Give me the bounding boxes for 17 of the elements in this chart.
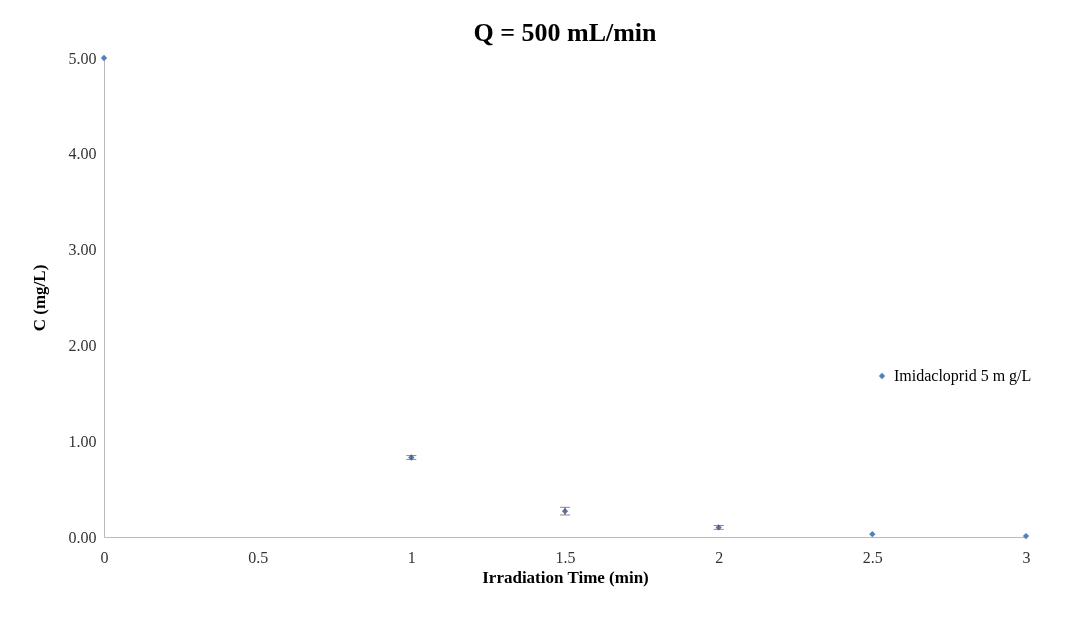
y-tick-label: 4.00 <box>68 145 97 163</box>
x-tick-label: 0.5 <box>248 548 269 566</box>
x-tick-label: 2 <box>715 548 724 566</box>
x-tick-label: 3 <box>1022 548 1031 566</box>
x-axis-title: Irradiation Time (min) <box>482 567 649 587</box>
y-tick-label: 1.00 <box>68 432 97 450</box>
y-tick-label: 2.00 <box>68 336 97 354</box>
chart-title: Q = 500 mL/min <box>473 18 658 47</box>
x-tick-label: 0 <box>100 548 109 566</box>
legend-label: Imidacloprid 5 m g/L <box>894 367 1032 385</box>
x-tick-label: 1 <box>407 548 416 566</box>
x-tick-label: 1.5 <box>555 548 576 566</box>
y-tick-label: 0.00 <box>68 528 97 546</box>
y-tick-label: 5.00 <box>68 49 97 67</box>
x-tick-label: 2.5 <box>862 548 883 566</box>
y-tick-label: 3.00 <box>68 241 97 259</box>
y-axis-title: C (mg/L) <box>29 264 49 332</box>
